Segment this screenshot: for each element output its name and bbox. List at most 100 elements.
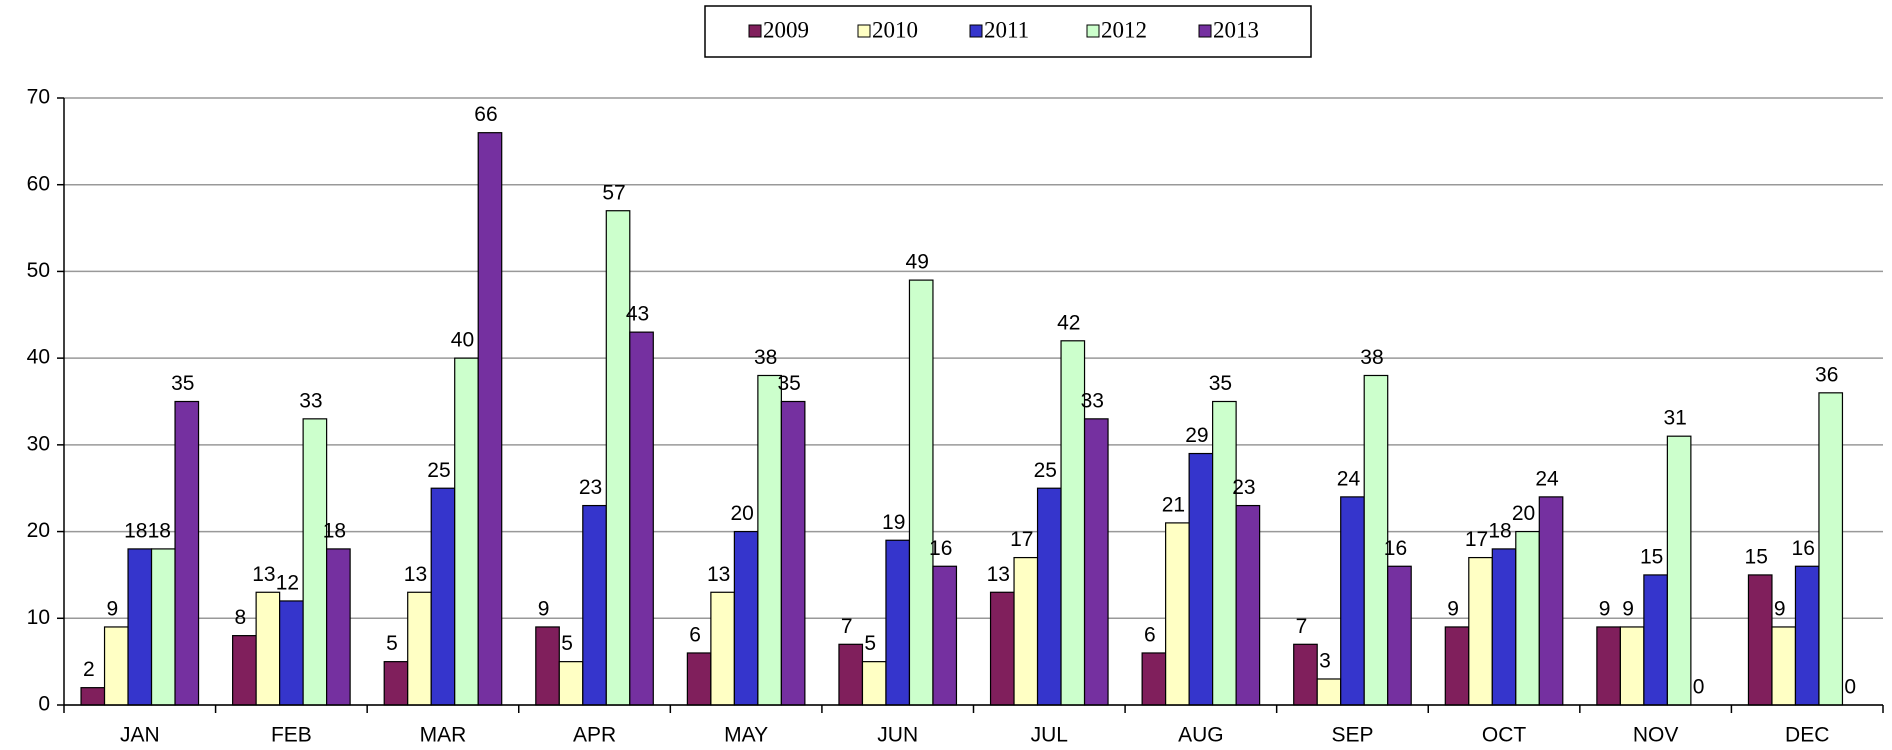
data-label: 31 [1663, 407, 1686, 430]
bar [780, 400, 806, 706]
bar [861, 661, 887, 706]
bar [1596, 626, 1621, 706]
x-tick-label: MAR [420, 724, 467, 747]
data-label: 29 [1185, 424, 1208, 447]
data-label: 19 [882, 511, 905, 534]
data-label: 49 [906, 251, 929, 274]
bar [1141, 652, 1167, 706]
x-tick-label: AUG [1178, 724, 1224, 747]
bar [1538, 496, 1564, 706]
bar [1165, 522, 1190, 706]
bar [127, 548, 153, 706]
data-label: 6 [689, 624, 701, 647]
legend-swatch [969, 24, 983, 38]
x-tick-label: JUN [877, 724, 918, 747]
data-label: 5 [561, 632, 573, 655]
y-tick-label: 40 [27, 346, 50, 369]
bar [383, 661, 409, 706]
y-tick-label: 60 [27, 172, 50, 195]
data-label: 20 [730, 502, 753, 525]
x-tick-label: MAY [724, 724, 768, 747]
bar [477, 132, 503, 706]
bar [1666, 435, 1692, 706]
legend-label: 2012 [1101, 17, 1147, 42]
data-label: 6 [1144, 624, 1156, 647]
x-tick-label: OCT [1482, 724, 1527, 747]
data-label: 9 [1599, 598, 1611, 621]
data-label: 8 [235, 606, 247, 629]
bar [1515, 530, 1540, 706]
bar [1013, 556, 1039, 706]
bar [1794, 565, 1820, 706]
bar [1316, 678, 1342, 706]
bar [1387, 565, 1412, 706]
bar [232, 635, 257, 706]
data-label: 23 [579, 476, 602, 499]
data-label: 17 [1465, 528, 1488, 551]
data-label: 5 [386, 632, 398, 655]
data-label: 18 [323, 519, 346, 542]
bar [326, 548, 351, 706]
bar [279, 600, 304, 706]
bar [1188, 452, 1214, 706]
data-label: 16 [1384, 537, 1407, 560]
bar [1747, 574, 1773, 706]
bar [629, 331, 654, 706]
bar [932, 565, 958, 706]
data-label: 0 [1844, 676, 1856, 699]
data-label: 57 [602, 181, 625, 204]
x-tick-label: FEB [271, 724, 312, 747]
data-label: 40 [451, 329, 474, 352]
x-tick-label: JAN [120, 724, 160, 747]
data-label: 42 [1057, 311, 1080, 334]
data-label: 35 [171, 372, 194, 395]
data-label: 18 [1488, 519, 1511, 542]
y-tick-label: 30 [27, 432, 50, 455]
bar [80, 687, 106, 706]
bar [454, 357, 479, 706]
bar [710, 591, 735, 706]
data-label: 9 [538, 598, 550, 621]
data-label: 35 [1209, 372, 1232, 395]
legend-label: 2010 [872, 17, 918, 42]
data-label: 38 [1360, 346, 1383, 369]
bar [174, 400, 200, 706]
bar [1444, 626, 1470, 706]
bar [430, 487, 456, 706]
data-label: 36 [1815, 363, 1838, 386]
legend-swatch [857, 24, 871, 38]
bar [1212, 400, 1237, 706]
y-tick-label: 0 [38, 693, 50, 716]
data-label: 25 [427, 459, 450, 482]
legend-swatch [748, 24, 762, 38]
bar [1036, 487, 1062, 706]
data-label: 18 [148, 519, 171, 542]
x-tick-label: APR [573, 724, 616, 747]
data-label: 9 [1622, 598, 1634, 621]
y-tick-label: 70 [27, 86, 50, 109]
data-label: 43 [626, 303, 649, 326]
data-label: 15 [1640, 545, 1663, 568]
data-label: 9 [1447, 598, 1459, 621]
data-label: 35 [777, 372, 800, 395]
data-label: 13 [707, 563, 730, 586]
legend-label: 2009 [763, 17, 809, 42]
x-tick-label: NOV [1633, 724, 1679, 747]
y-tick-label: 50 [27, 259, 50, 282]
bar [605, 210, 631, 706]
bar [150, 548, 176, 706]
data-label: 24 [1337, 467, 1361, 490]
data-label: 16 [1792, 537, 1815, 560]
bar [1468, 556, 1493, 706]
data-label: 33 [299, 389, 322, 412]
bar [885, 539, 911, 706]
bar [1771, 626, 1797, 706]
bar [908, 279, 934, 706]
y-tick-label: 10 [27, 606, 50, 629]
bar [1235, 504, 1261, 706]
data-label: 9 [1774, 598, 1786, 621]
data-label: 13 [987, 563, 1010, 586]
bar [838, 643, 864, 706]
bar [535, 626, 560, 706]
